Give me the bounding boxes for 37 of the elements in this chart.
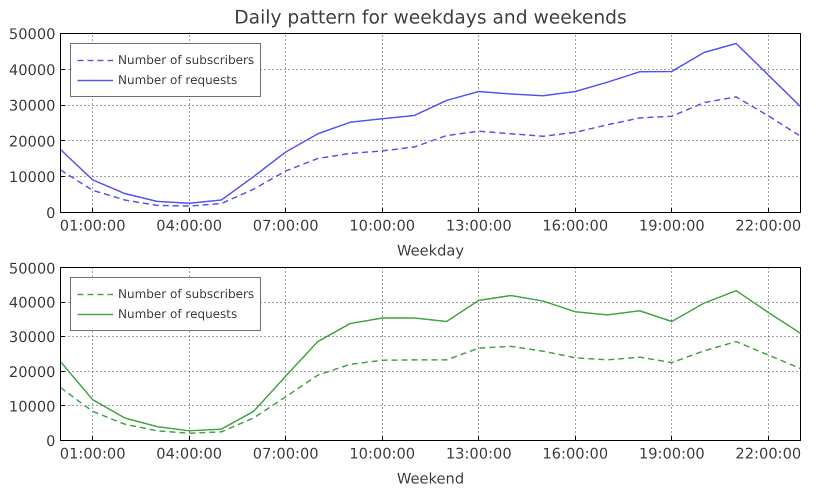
legend-label: Number of requests xyxy=(118,307,238,321)
legend-label: Number of subscribers xyxy=(118,53,254,67)
x-tick-label: 19:00:00 xyxy=(638,218,705,234)
x-tick-label: 16:00:00 xyxy=(542,218,608,234)
x-axis-title: Weekday xyxy=(396,242,464,260)
x-tick-label: 07:00:00 xyxy=(252,218,319,234)
x-tick-label: 07:00:00 xyxy=(252,446,319,462)
x-tick-label: 01:00:00 xyxy=(60,446,126,462)
line-series xyxy=(60,290,800,432)
x-tick-label: 01:00:00 xyxy=(60,218,126,234)
line-series xyxy=(60,42,800,204)
x-axis-title: Weekend xyxy=(396,470,464,488)
x-tick-label: 13:00:00 xyxy=(446,218,512,234)
chart-title: Daily pattern for weekdays and weekends xyxy=(234,8,627,28)
y-tick-label: 30000 xyxy=(8,329,56,346)
legend-label: Number of subscribers xyxy=(118,287,254,301)
x-tick-label: 19:00:00 xyxy=(638,446,705,462)
legend-label: Number of requests xyxy=(118,73,238,87)
y-tick-label: 10000 xyxy=(8,398,56,416)
x-tick-label: 10:00:00 xyxy=(349,446,416,462)
x-tick-label: 04:00:00 xyxy=(156,446,222,462)
y-tick-label: 10000 xyxy=(8,169,56,186)
y-tick-label: 20000 xyxy=(8,364,56,381)
y-tick-label: 20000 xyxy=(8,133,56,150)
y-tick-label: 0 xyxy=(46,433,56,450)
x-tick-label: 22:00:00 xyxy=(735,218,802,234)
y-tick-label: 50000 xyxy=(8,260,56,278)
y-tick-label: 0 xyxy=(46,205,56,222)
x-tick-label: 13:00:00 xyxy=(446,446,512,462)
x-tick-label: 22:00:00 xyxy=(735,446,802,462)
x-tick-label: 04:00:00 xyxy=(156,218,222,234)
y-tick-label: 40000 xyxy=(8,294,56,312)
x-tick-label: 16:00:00 xyxy=(542,446,608,462)
x-tick-label: 10:00:00 xyxy=(349,218,416,234)
y-tick-label: 30000 xyxy=(8,98,56,115)
y-tick-label: 50000 xyxy=(8,26,56,43)
y-tick-label: 40000 xyxy=(8,62,56,79)
